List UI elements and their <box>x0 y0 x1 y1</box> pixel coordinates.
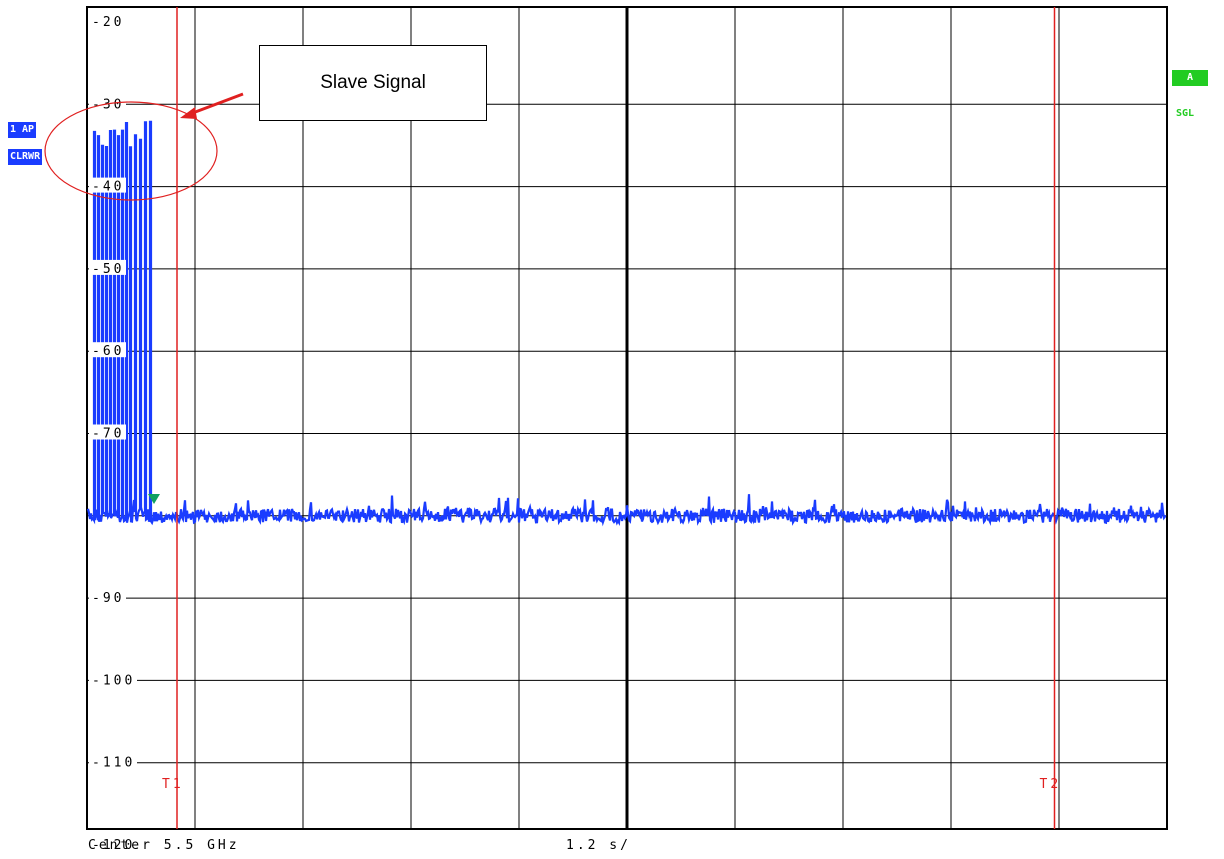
trace-label-badge: 1 AP <box>8 122 37 138</box>
annotation-overlay <box>44 92 244 201</box>
trace-indicator-badge: A <box>1172 70 1208 86</box>
marker-label-t2: T2 <box>1040 777 1062 792</box>
signal-highlight-ellipse <box>44 101 218 201</box>
y-tick-label: -110 <box>92 756 135 771</box>
trigger-marker-triangle <box>148 494 160 504</box>
y-tick-label-bg <box>89 177 126 193</box>
sweep-mode-label: SGL <box>1176 108 1195 119</box>
y-tick-label-bg <box>89 13 126 28</box>
y-tick-label: -20 <box>92 15 124 30</box>
y-tick-label: -120 <box>92 838 135 853</box>
y-tick-label: -30 <box>92 97 124 112</box>
center-frequency-label: Center 5.5 GHz <box>88 838 240 853</box>
y-tick-label-bg <box>89 836 137 851</box>
callout-arrow-head <box>180 107 197 119</box>
callout-arrow-shaft <box>189 92 244 116</box>
signal-trace <box>86 120 1167 527</box>
y-tick-label: -100 <box>92 673 135 688</box>
y-tick-label: -40 <box>92 180 124 195</box>
y-tick-label-bg <box>89 753 137 769</box>
y-tick-label-bg <box>89 424 126 440</box>
sweep-time-label: 1.2 s/ <box>566 838 631 853</box>
y-tick-label: -60 <box>92 344 124 359</box>
y-tick-label-bg <box>89 259 126 275</box>
y-tick-label: -70 <box>92 427 124 442</box>
y-tick-labels: -20 -30 -40 -50 -60 -70 -90 -100 -110 -120 <box>89 13 137 853</box>
y-tick-label-bg <box>89 671 137 687</box>
y-tick-label: -90 <box>92 591 124 606</box>
grid <box>86 6 1168 830</box>
slave-signal-callout: Slave Signal <box>259 45 487 121</box>
trace-line <box>86 120 1167 527</box>
detector-label-badge: CLRWR <box>8 149 43 165</box>
y-tick-label-bg <box>89 342 126 358</box>
y-tick-label: -50 <box>92 262 124 277</box>
marker-label-t1: T1 <box>162 777 184 792</box>
time-markers: T1 T2 <box>162 7 1062 829</box>
y-tick-label-bg <box>89 95 126 111</box>
y-tick-label-bg <box>89 589 126 605</box>
